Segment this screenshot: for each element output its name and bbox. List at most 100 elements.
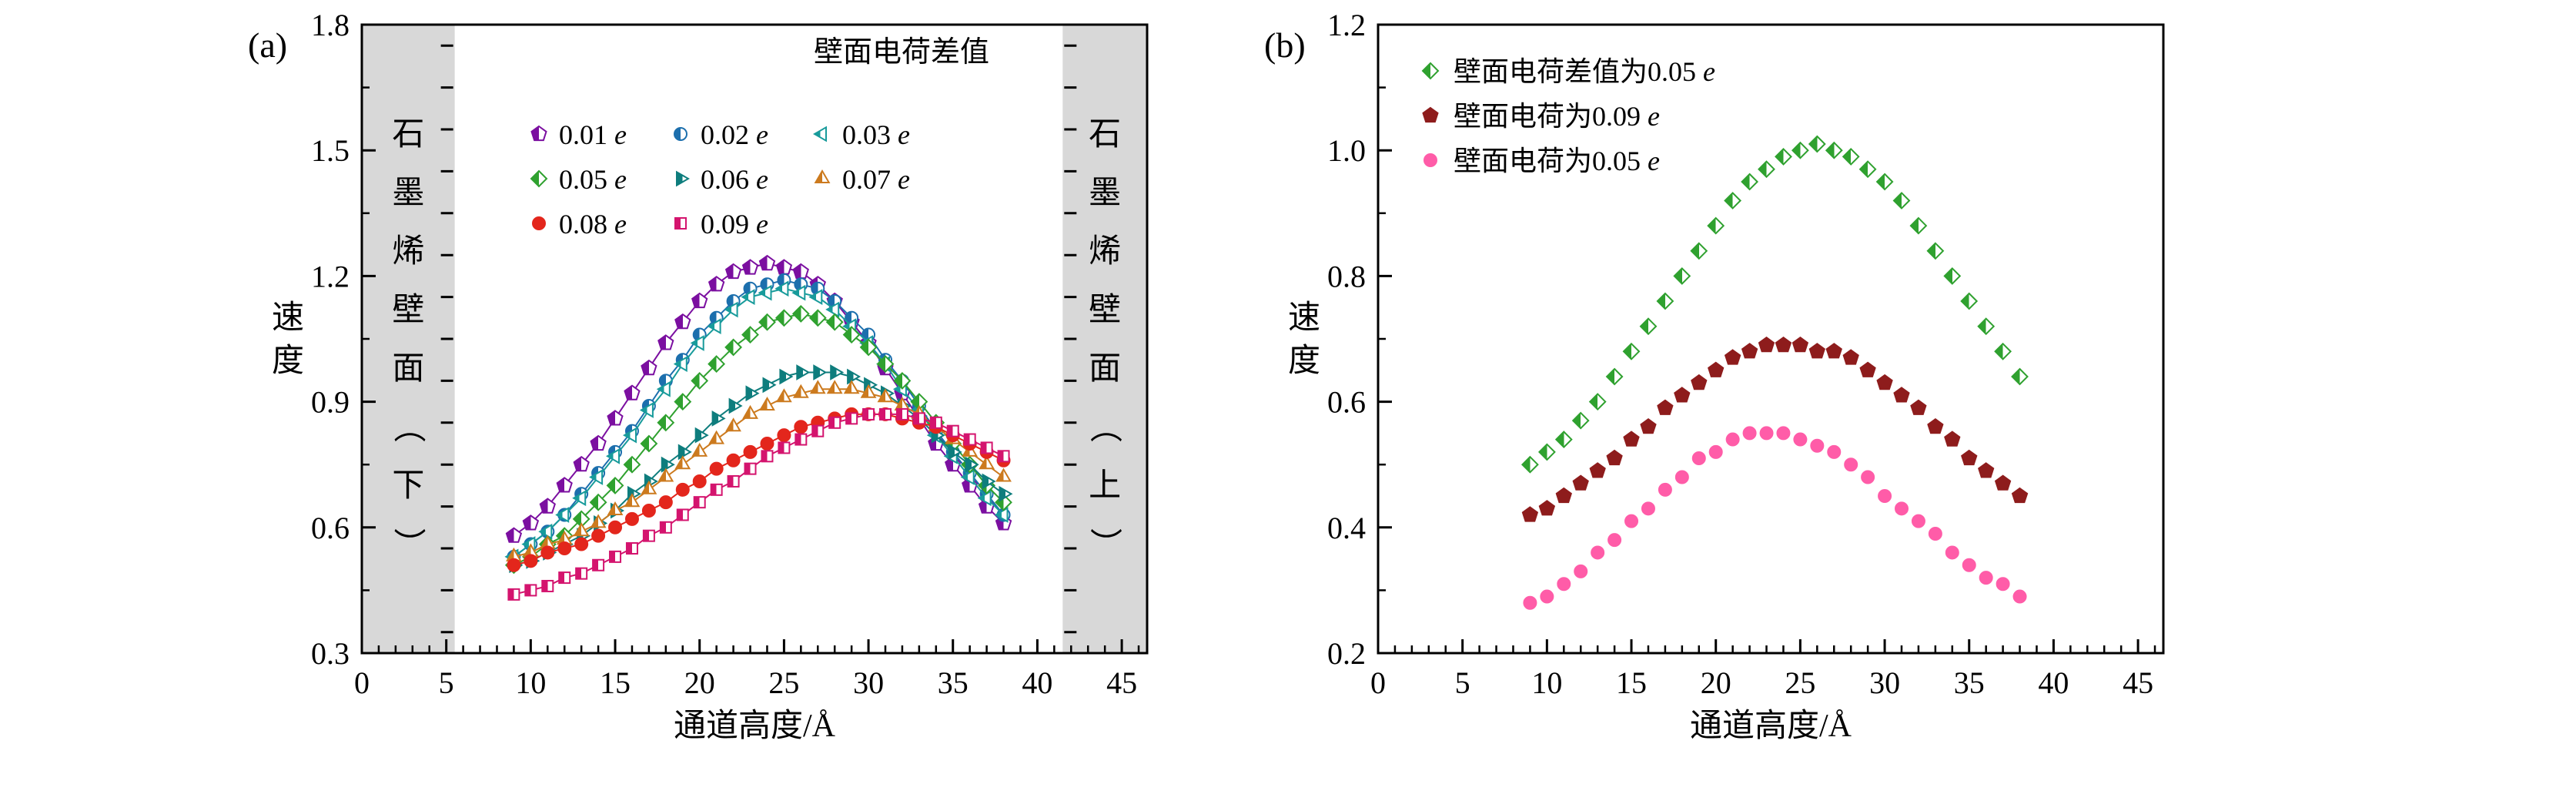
marker-square <box>997 450 1010 463</box>
marker-triangle-left <box>774 280 789 297</box>
marker-pentagon <box>522 514 540 531</box>
marker-pentagon <box>1893 387 1910 403</box>
x-tick-label: 40 <box>2038 665 2069 700</box>
marker-triangle-up <box>708 430 725 444</box>
marker-diamond <box>1994 342 2012 360</box>
marker-square <box>659 521 672 534</box>
marker-circle <box>658 495 673 510</box>
marker-triangle-left <box>758 284 772 301</box>
marker-pentagon <box>1910 399 1927 415</box>
marker-triangle-right <box>762 377 777 394</box>
legend-label: 壁面电荷差值为0.05 e <box>1454 56 1715 87</box>
marker-circle <box>1911 514 1925 528</box>
marker-pentagon <box>1994 474 2012 491</box>
marker-pentagon <box>1623 431 1640 447</box>
wall-band-label-char: 烯 <box>392 234 424 270</box>
marker-triangle-up <box>809 380 826 394</box>
marker-triangle-left <box>825 301 840 318</box>
marker-circle <box>1523 595 1537 610</box>
marker-triangle-up <box>674 455 691 470</box>
x-tick-label: 20 <box>684 665 715 700</box>
marker-pentagon <box>1572 474 1589 491</box>
marker-circle <box>1658 482 1672 497</box>
wall-band-label-char: （ <box>390 411 425 443</box>
x-tick-label: 20 <box>1701 665 1731 700</box>
marker-pentagon <box>1927 417 1944 434</box>
marker-triangle-left <box>639 402 654 418</box>
marker-circle <box>1423 153 1437 167</box>
marker-diamond <box>876 355 895 374</box>
wall-band-label-char: （ <box>1086 411 1122 443</box>
legend-label: 0.03 e <box>842 119 910 150</box>
marker-triangle-right <box>830 364 845 380</box>
marker-pentagon <box>1657 399 1674 415</box>
series-壁面电荷为0.09-e <box>1521 336 2029 522</box>
legend-label: 0.08 e <box>559 209 627 240</box>
marker-circle <box>1810 438 1825 453</box>
wall-band-label-char: 壁 <box>392 293 424 328</box>
panel-b: 0 5 10 15 20 25 30 35 40 45 0.2 0.4 0.6 0.8 1.0 1.2 壁面电荷… <box>1264 8 2165 744</box>
marker-pentagon <box>792 263 809 280</box>
marker-square <box>980 441 993 454</box>
marker-pentagon <box>505 527 523 543</box>
marker-diamond <box>741 326 759 344</box>
y-tick-label: 1.2 <box>311 259 350 293</box>
marker-triangle-left <box>622 427 637 444</box>
marker-diamond <box>1554 431 1573 449</box>
marker-triangle-right <box>676 170 690 187</box>
marker-diamond <box>640 434 658 453</box>
y-tick-label: 1.2 <box>1327 8 1366 42</box>
marker-pentagon <box>1555 487 1572 504</box>
marker-pentagon <box>573 455 590 472</box>
x-axis-title: 通道高度/Å <box>674 709 836 744</box>
marker-square <box>828 416 841 429</box>
marker-circle <box>675 482 690 497</box>
marker-pentagon <box>1859 361 1876 377</box>
marker-triangle-up <box>792 384 809 398</box>
series-壁面电荷为0.05-e <box>1523 426 2027 610</box>
marker-triangle-right <box>677 444 692 461</box>
wall-band-label-char: 面 <box>392 351 424 387</box>
marker-diamond <box>1926 242 1945 260</box>
marker-diamond <box>1977 317 1996 336</box>
wall-band-label-char: ） <box>390 528 425 560</box>
marker-square <box>710 483 723 496</box>
y-tick-label: 0.6 <box>311 511 350 545</box>
marker-diamond <box>1605 367 1624 386</box>
marker-pentagon <box>724 263 742 280</box>
marker-circle <box>507 558 521 572</box>
x-tick-label: 25 <box>768 665 799 700</box>
y-axis-title-char: 速 <box>1288 300 1320 336</box>
marker-circle <box>1607 533 1622 548</box>
marker-circle <box>1674 470 1689 484</box>
legend-label: 0.02 e <box>701 119 768 150</box>
marker-circle <box>591 528 606 543</box>
marker-diamond <box>530 169 548 188</box>
y-tick-label: 1.8 <box>311 8 350 42</box>
x-tick-label: 0 <box>354 665 370 700</box>
x-tick-label: 5 <box>439 665 454 700</box>
x-tick-label: 40 <box>1022 665 1052 700</box>
marker-triangle-left <box>656 380 671 397</box>
wall-band-label-char: 墨 <box>392 176 424 211</box>
marker-diamond <box>1521 455 1539 474</box>
marker-triangle-right <box>948 444 962 461</box>
marker-triangle-left <box>673 356 687 373</box>
series-壁面电荷差值为0.05-e <box>1521 135 2029 474</box>
marker-square <box>811 424 825 437</box>
marker-triangle-left <box>589 469 604 485</box>
marker-pentagon <box>691 292 708 309</box>
marker-square <box>761 450 774 463</box>
marker-circle <box>1591 545 1605 560</box>
marker-pentagon <box>1691 374 1708 390</box>
marker-circle <box>1861 470 1875 484</box>
marker-triangle-up <box>826 380 843 394</box>
y-tick-label: 0.6 <box>1327 385 1366 420</box>
marker-square <box>895 407 908 421</box>
marker-pentagon <box>674 313 691 330</box>
marker-triangle-up <box>843 380 860 394</box>
marker-circle <box>524 554 538 568</box>
y-tick-label: 0.4 <box>1327 511 1366 545</box>
marker-diamond <box>774 309 793 327</box>
